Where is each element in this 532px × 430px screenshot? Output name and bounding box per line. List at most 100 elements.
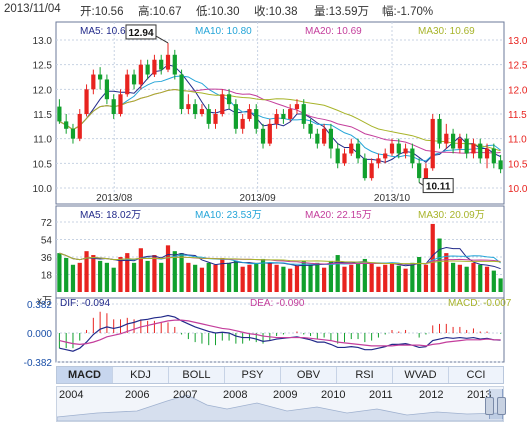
timeline-right-handle[interactable] <box>497 397 506 415</box>
candle-body[interactable] <box>423 168 429 179</box>
volume-bar[interactable] <box>444 253 449 292</box>
volume-bar[interactable] <box>254 262 259 292</box>
volume-bar[interactable] <box>288 268 293 292</box>
candle-body[interactable] <box>376 158 381 164</box>
tab-obv[interactable]: OBV <box>281 367 337 383</box>
volume-bar[interactable] <box>383 264 388 292</box>
volume-bar[interactable] <box>199 267 205 292</box>
candle-body[interactable] <box>145 64 150 75</box>
candle-body[interactable] <box>369 163 374 179</box>
candle-body[interactable] <box>84 89 89 114</box>
volume-bar[interactable] <box>118 257 123 292</box>
volume-bar[interactable] <box>206 262 211 292</box>
volume-bar[interactable] <box>260 258 266 292</box>
candle-body[interactable] <box>152 59 157 75</box>
volume-bar[interactable] <box>193 264 198 292</box>
candle-body[interactable] <box>226 94 232 105</box>
volume-bar[interactable] <box>91 255 96 292</box>
candle-body[interactable] <box>98 74 103 80</box>
candle-body[interactable] <box>138 64 143 85</box>
volume-bar[interactable] <box>328 260 334 292</box>
candle-body[interactable] <box>362 158 367 179</box>
candle-body[interactable] <box>288 109 293 119</box>
volume-bar[interactable] <box>471 262 476 292</box>
candle-body[interactable] <box>444 133 449 144</box>
candle-body[interactable] <box>165 54 171 70</box>
candle-body[interactable] <box>274 114 279 124</box>
candle-body[interactable] <box>91 74 96 90</box>
volume-bar[interactable] <box>125 253 130 292</box>
volume-bar[interactable] <box>396 265 401 292</box>
candle-body[interactable] <box>315 133 320 144</box>
volume-bar[interactable] <box>104 262 110 292</box>
candle-body[interactable] <box>417 163 422 179</box>
volume-bar[interactable] <box>111 267 116 292</box>
volume-bar[interactable] <box>64 257 69 292</box>
volume-bar[interactable] <box>437 238 442 292</box>
volume-bar[interactable] <box>138 248 143 292</box>
candle-body[interactable] <box>478 143 483 159</box>
candle-body[interactable] <box>464 138 469 154</box>
volume-bar[interactable] <box>145 260 150 292</box>
volume-bar[interactable] <box>294 265 300 292</box>
volume-bar[interactable] <box>342 266 347 292</box>
candle-body[interactable] <box>396 143 401 154</box>
volume-bar[interactable] <box>355 262 361 292</box>
candle-body[interactable] <box>111 99 116 114</box>
candle-body[interactable] <box>281 114 286 119</box>
tab-psy[interactable]: PSY <box>225 367 281 383</box>
candle-body[interactable] <box>349 143 354 154</box>
candle-body[interactable] <box>159 59 164 70</box>
volume-bar[interactable] <box>159 262 164 292</box>
volume-bar[interactable] <box>165 245 171 292</box>
candle-body[interactable] <box>57 106 62 122</box>
candle-body[interactable] <box>118 94 123 114</box>
candle-body[interactable] <box>301 104 306 124</box>
volume-bar[interactable] <box>70 264 76 292</box>
volume-bar[interactable] <box>423 264 429 292</box>
volume-bar[interactable] <box>131 262 137 292</box>
candle-body[interactable] <box>355 143 361 159</box>
volume-bar[interactable] <box>84 251 89 292</box>
volume-bar[interactable] <box>376 266 381 292</box>
candle-body[interactable] <box>389 143 395 154</box>
tab-boll[interactable]: BOLL <box>169 367 225 383</box>
volume-bar[interactable] <box>362 258 367 292</box>
volume-bar[interactable] <box>247 264 252 292</box>
volume-bar[interactable] <box>226 262 232 292</box>
stock-chart[interactable]: 13.0 13.0 12.5 12.5 12.0 12.0 11.5 11.5 11.0 11.0… <box>0 18 532 366</box>
candle-body[interactable] <box>240 118 245 129</box>
volume-bar[interactable] <box>369 262 374 292</box>
volume-bar[interactable] <box>233 260 238 292</box>
candle-body[interactable] <box>267 123 272 144</box>
candle-body[interactable] <box>213 114 218 124</box>
volume-bar[interactable] <box>220 257 225 292</box>
volume-bar[interactable] <box>430 223 435 292</box>
tab-wvad[interactable]: WVAD <box>393 367 449 383</box>
volume-bar[interactable] <box>77 262 82 292</box>
tab-macd[interactable]: MACD <box>57 367 113 383</box>
volume-bar[interactable] <box>213 264 218 292</box>
volume-bar[interactable] <box>267 262 272 292</box>
volume-bar[interactable] <box>322 267 327 292</box>
volume-bar[interactable] <box>301 260 306 292</box>
candle-body[interactable] <box>220 94 225 114</box>
volume-bar[interactable] <box>457 264 462 292</box>
candle-body[interactable] <box>484 148 490 159</box>
candle-body[interactable] <box>308 123 313 134</box>
volume-bar[interactable] <box>478 264 483 292</box>
candle-body[interactable] <box>383 153 388 159</box>
volume-bar[interactable] <box>491 270 496 292</box>
candle-body[interactable] <box>206 109 211 124</box>
candle-body[interactable] <box>328 128 334 149</box>
candle-body[interactable] <box>322 128 327 144</box>
volume-bar[interactable] <box>450 262 456 292</box>
volume-bar[interactable] <box>335 255 340 292</box>
candle-body[interactable] <box>410 148 415 164</box>
candle-body[interactable] <box>233 104 238 129</box>
volume-bar[interactable] <box>308 264 313 292</box>
tab-rsi[interactable]: RSI <box>337 367 393 383</box>
volume-bar[interactable] <box>349 264 354 292</box>
volume-bar[interactable] <box>315 262 320 292</box>
volume-bar[interactable] <box>498 278 503 292</box>
